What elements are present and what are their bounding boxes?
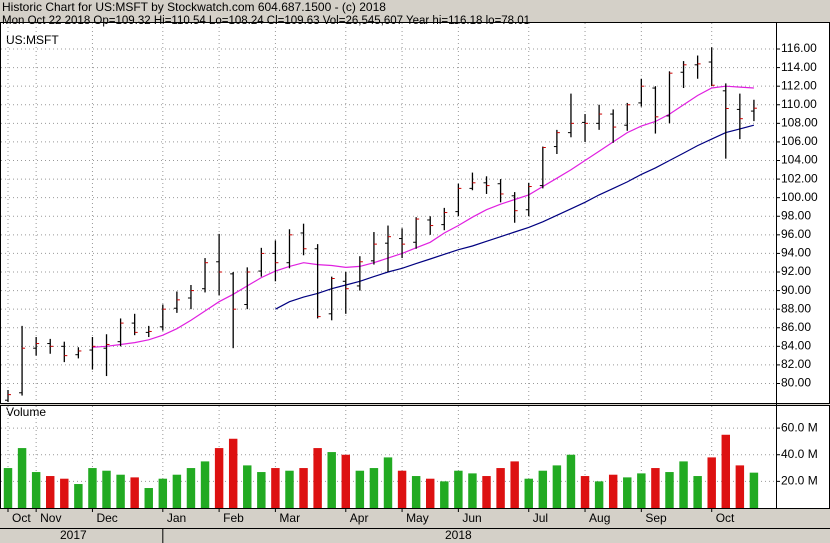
volume-bar <box>60 478 69 508</box>
volume-bar <box>327 452 336 508</box>
y-tick-label: 114.00 <box>781 60 817 74</box>
y-tick-label: 80.00 <box>781 376 811 390</box>
volume-bar <box>468 473 477 508</box>
volume-bar <box>482 476 491 508</box>
volume-bar <box>214 448 224 508</box>
volume-bar <box>383 457 393 508</box>
y-tick-label: 96.00 <box>781 227 811 241</box>
volume-bar <box>172 474 182 508</box>
volume-bar <box>411 476 421 508</box>
moving-average-line <box>92 85 754 348</box>
y-tick-label: 104.00 <box>781 153 818 167</box>
volume-bar <box>679 461 688 508</box>
y-tick-label: 98.00 <box>781 208 811 222</box>
volume-bar <box>158 478 168 508</box>
y-tick-label: 60.0 M <box>781 420 818 434</box>
volume-bar <box>566 454 576 508</box>
volume-bar <box>271 468 280 508</box>
volume-bar <box>552 465 562 508</box>
y-tick-label: 102.00 <box>781 171 818 185</box>
y-tick-label: 40.0 M <box>781 447 818 461</box>
volume-bar <box>186 468 196 508</box>
volume-bar <box>496 468 505 508</box>
y-tick-label: 90.00 <box>781 283 811 297</box>
volume-bar <box>228 438 238 508</box>
volume-bar <box>243 465 252 508</box>
y-tick-label: 82.00 <box>781 357 811 371</box>
volume-bar <box>749 472 759 508</box>
volume-bar <box>440 481 449 508</box>
volume-label: Volume <box>6 405 46 419</box>
x-tick-label: Sep <box>645 511 667 525</box>
y-tick-label: 86.00 <box>781 320 811 334</box>
x-tick-label: Nov <box>40 511 61 525</box>
header-quote: Mon Oct 22 2018 Op=109.32 Hi=110.54 Lo=1… <box>2 15 530 27</box>
volume-bar <box>693 476 702 508</box>
volume-bar <box>102 470 111 508</box>
volume-bar <box>623 477 632 508</box>
volume-bar <box>510 461 519 508</box>
x-tick-label: Oct <box>716 511 735 525</box>
year-label: 2018 <box>445 528 472 542</box>
y-tick-label: 94.00 <box>781 246 811 260</box>
y-tick-label: 88.00 <box>781 301 811 315</box>
volume-bar <box>285 470 294 508</box>
y-tick-label: 108.00 <box>781 116 818 130</box>
header-title: Historic Chart for US:MSFT by Stockwatch… <box>2 0 386 14</box>
volume-bar <box>580 476 590 508</box>
volume-bar <box>426 478 435 508</box>
x-tick-label: Mar <box>279 511 300 525</box>
x-tick-label: Aug <box>589 511 610 525</box>
volume-bar <box>17 448 27 508</box>
volume-bar <box>637 473 646 508</box>
volume-bar <box>355 470 365 508</box>
volume-bar <box>313 448 322 508</box>
price-panel <box>0 22 830 404</box>
x-tick-label: Dec <box>96 511 117 525</box>
volume-bar <box>299 468 308 508</box>
x-tick-label: Oct <box>12 511 31 525</box>
volume-bar <box>397 470 407 508</box>
x-tick-label: Apr <box>350 511 369 525</box>
volume-bar <box>369 468 379 508</box>
volume-bar <box>200 461 210 508</box>
y-tick-label: 20.0 M <box>781 474 818 488</box>
x-tick-label: Jan <box>167 511 186 525</box>
y-tick-label: 116.00 <box>781 41 817 55</box>
volume-bar <box>608 474 618 508</box>
volume-bar <box>721 434 730 508</box>
y-tick-label: 100.00 <box>781 190 818 204</box>
volume-bar <box>665 472 674 508</box>
volume-bar <box>651 468 660 508</box>
volume-bar <box>735 465 745 508</box>
volume-bar <box>524 478 533 508</box>
volume-bar <box>594 481 604 508</box>
volume-bar <box>88 468 97 508</box>
y-tick-label: 106.00 <box>781 134 818 148</box>
volume-bar <box>31 472 41 508</box>
y-tick-label: 92.00 <box>781 264 811 278</box>
symbol-label: US:MSFT <box>6 33 59 47</box>
y-tick-label: 110.00 <box>781 97 817 111</box>
x-tick-label: Jul <box>533 511 548 525</box>
x-tick-label: May <box>406 511 429 525</box>
x-tick-label: Jun <box>462 511 481 525</box>
volume-bar <box>454 470 463 508</box>
volume-bar <box>3 468 13 508</box>
volume-bar <box>130 477 139 508</box>
volume-bar <box>116 474 125 508</box>
volume-bar <box>341 454 350 508</box>
volume-bar <box>74 484 83 508</box>
x-tick-label: Feb <box>223 511 244 525</box>
volume-bar <box>257 472 266 508</box>
y-tick-label: 84.00 <box>781 338 811 352</box>
volume-bar <box>46 476 55 508</box>
volume-bar <box>144 488 153 508</box>
year-label: 2017 <box>60 528 87 542</box>
moving-average-line <box>275 124 755 310</box>
volume-bar <box>538 470 548 508</box>
volume-bar <box>707 457 716 508</box>
y-tick-label: 112.00 <box>781 78 817 92</box>
